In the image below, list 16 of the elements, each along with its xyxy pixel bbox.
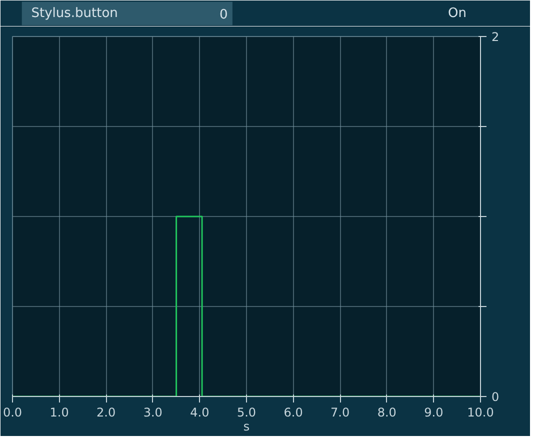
x-axis-title: s xyxy=(243,420,250,434)
x-tick-label: 1.0 xyxy=(50,406,69,420)
x-tick-label: 3.0 xyxy=(143,406,162,420)
x-tick-label: 5.0 xyxy=(236,406,256,420)
x-tick-label: 2.0 xyxy=(96,406,116,420)
y-tick-label: 2 xyxy=(492,30,500,44)
text: On xyxy=(448,6,466,21)
x-tick-label: 6.0 xyxy=(284,406,303,420)
chart-title: Stylus.button xyxy=(31,6,118,21)
text: 0 xyxy=(220,8,228,22)
x-tick-label: 4.0 xyxy=(190,406,210,420)
x-tick-label: 10.0 xyxy=(467,406,494,420)
x-tick-label: 7.0 xyxy=(330,406,350,420)
x-tick-label: 0.0 xyxy=(2,406,22,420)
x-tick-label: 9.0 xyxy=(424,406,444,420)
x-tick-label: 8.0 xyxy=(377,406,396,420)
